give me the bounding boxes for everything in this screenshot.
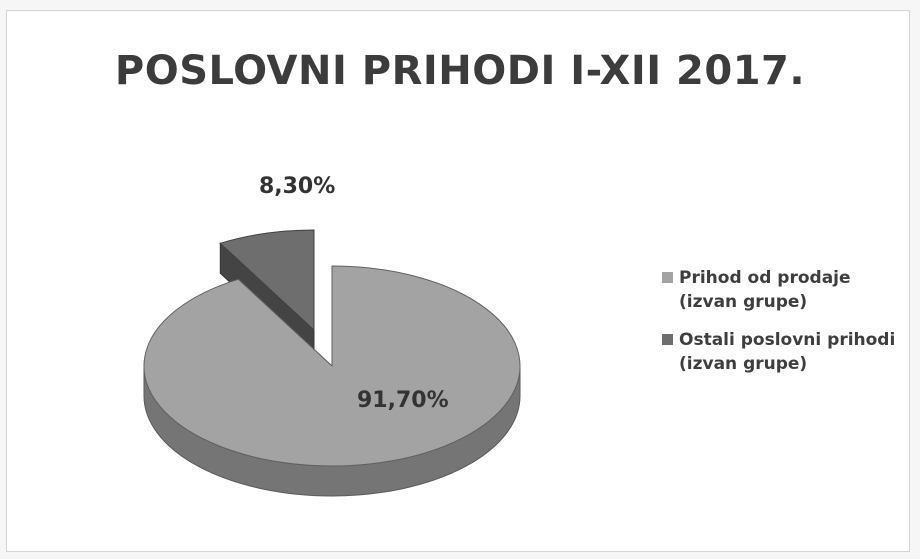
chart-title: POSLOVNI PRIHODI I-XII 2017. (114, 48, 806, 94)
data-label-prihod-od-prodaje: 91,70% (357, 388, 449, 413)
pie-slice-prihod-od-prodaje (143, 265, 521, 467)
chart-legend: Prihod od prodaje (izvan grupe) Ostali p… (662, 266, 912, 390)
legend-item-prihod-od-prodaje: Prihod od prodaje (izvan grupe) (662, 266, 912, 314)
legend-label-ostali-poslovni-prihodi: Ostali poslovni prihodi (izvan grupe) (679, 330, 896, 374)
data-label-ostali-poslovni-prihodi: 8,30% (258, 174, 336, 200)
legend-label-prihod-od-prodaje: Prihod od prodaje (izvan grupe) (679, 268, 851, 312)
legend-swatch-ostali-poslovni-prihodi (662, 334, 673, 345)
legend-item-ostali-poslovni-prihodi: Ostali poslovni prihodi (izvan grupe) (662, 328, 912, 376)
legend-swatch-prihod-od-prodaje (662, 272, 673, 283)
pie-slice-ostali-poslovni-prihodi (219, 229, 315, 332)
